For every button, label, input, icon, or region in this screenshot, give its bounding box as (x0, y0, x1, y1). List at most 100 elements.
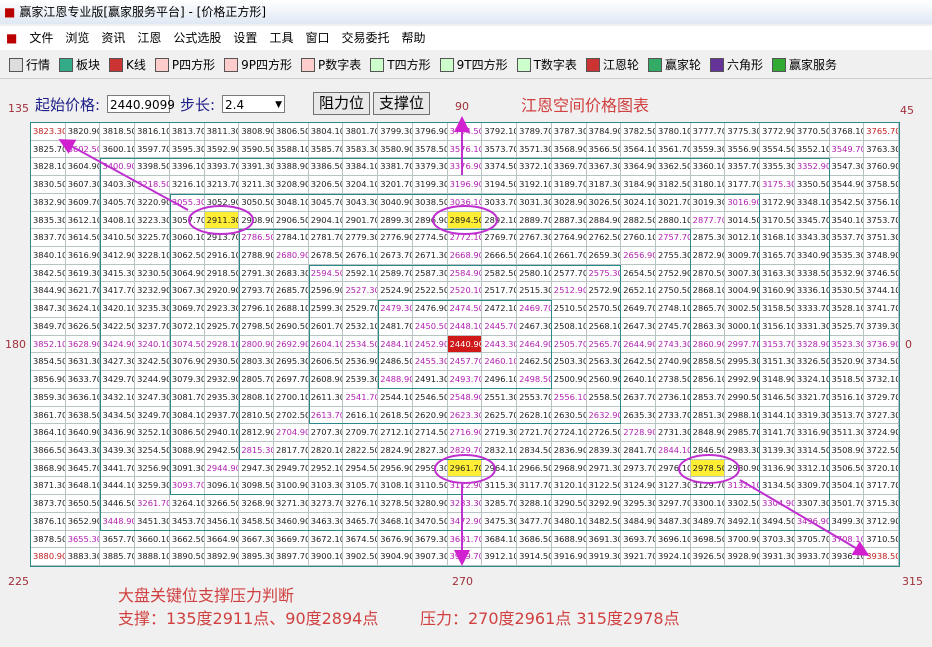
grid-cell: 3782.50 (621, 123, 656, 141)
toolbar-item[interactable]: P数字表 (301, 52, 361, 78)
grid-cell: 3751.30 (864, 229, 899, 248)
toolbar-item[interactable]: T四方形 (370, 52, 431, 78)
menu-item[interactable]: 交易委托 (341, 31, 390, 45)
toolbar-item[interactable]: 9T四方形 (439, 52, 508, 78)
grid-cell: 2589.70 (378, 264, 413, 283)
grid-cell: 3501.70 (829, 495, 865, 513)
grid-cell: 2769.70 (482, 229, 518, 248)
toolbar-icon (301, 58, 316, 72)
grid-cell: 3710.50 (864, 530, 899, 549)
grid-cell: 3813.70 (169, 123, 205, 141)
toolbar-item[interactable]: T数字表 (516, 52, 577, 78)
toolbar-item[interactable]: K线 (109, 52, 146, 78)
grid-cell: 3876.10 (31, 512, 66, 531)
toolbar-icon (9, 58, 23, 72)
toolbar-item[interactable]: 行情 (9, 52, 50, 78)
menu-item[interactable]: 浏览 (65, 31, 90, 45)
toolbar-label: 板块 (76, 58, 101, 72)
toolbar-item[interactable]: 9P四方形 (224, 52, 292, 78)
grid-cell: 2860.90 (690, 335, 726, 354)
resistance-button[interactable]: 阻力位 (313, 92, 370, 115)
grid-cell: 2856.10 (690, 371, 726, 389)
toolbar-icon (647, 58, 662, 72)
grid-cell: 3578.50 (412, 140, 448, 159)
grid-cell: 2920.90 (204, 282, 240, 301)
menu-item[interactable]: 公式选股 (173, 31, 222, 45)
grid-cell: 3297.70 (655, 495, 691, 513)
dropdown-arrow: ▼ (275, 100, 282, 110)
grid-cell: 3223.30 (135, 211, 170, 230)
start-input[interactable]: 2440.9099 (107, 95, 175, 113)
grid-cell: 3784.90 (586, 123, 622, 141)
toolbar-item[interactable]: P四方形 (154, 52, 215, 78)
grid-cell: 3535.30 (829, 247, 865, 265)
grid-cell: 2923.30 (204, 300, 240, 318)
grid-cell: 2637.70 (621, 388, 656, 407)
grid-cell: 3422.50 (100, 317, 136, 336)
menu-item[interactable]: 文件 (29, 31, 54, 45)
menu-item[interactable]: 资讯 (101, 31, 126, 45)
grid-cell: 3607.30 (65, 176, 101, 194)
grid-cell: 3770.50 (794, 123, 830, 141)
grid-cell: 3074.50 (169, 335, 205, 354)
grid-cell: 2532.10 (343, 317, 379, 336)
grid-cell: 3151.30 (760, 353, 795, 372)
grid-cell: 3559.30 (690, 140, 726, 159)
grid-cell: 3712.90 (864, 512, 899, 531)
grid-cell: 3180.10 (690, 176, 726, 194)
toolbar-item[interactable]: 江恩轮 (585, 52, 639, 78)
menu-item[interactable]: 工具 (269, 31, 294, 45)
grid-cell: 2764.90 (551, 229, 587, 248)
grid-cell: 3674.50 (343, 530, 379, 549)
support-button[interactable]: 支撑位 (373, 92, 430, 115)
menu-item[interactable]: 窗口 (305, 31, 330, 45)
grid-cell: 3892.90 (204, 548, 240, 566)
grid-cell: 2805.70 (239, 371, 275, 389)
toolbar-icon (59, 58, 74, 72)
grid-cell: 3516.10 (829, 388, 865, 407)
grid-cell: 2884.90 (586, 211, 622, 230)
toolbar-item[interactable]: 六角形 (709, 52, 763, 78)
grid-cell: 3655.30 (65, 530, 101, 549)
grid-cell: 2524.90 (378, 282, 413, 301)
grid-cell: 3038.50 (412, 193, 448, 212)
toolbar-item[interactable]: 赢家服务 (771, 52, 837, 78)
grid-cell: 3835.30 (31, 211, 66, 230)
note-support: 支撑：135度2911点、90度2894点 (118, 609, 379, 628)
grid-cell: 3907.30 (412, 548, 448, 566)
grid-cell: 3681.70 (447, 530, 483, 549)
grid-cell: 3211.30 (239, 176, 275, 194)
grid-cell: 3626.50 (65, 317, 101, 336)
grid-cell: 3043.30 (343, 193, 379, 212)
grid-cell: 3643.30 (65, 441, 101, 460)
menu-item[interactable]: 帮助 (401, 31, 426, 45)
toolbar-item[interactable]: 板块 (59, 52, 100, 78)
grid-cell: 2791.30 (239, 264, 275, 283)
grid-cell: 3158.50 (760, 300, 795, 318)
grid-cell: 2450.50 (412, 317, 448, 336)
grid-cell: 2868.10 (690, 282, 726, 301)
grid-cell: 3242.50 (135, 353, 170, 372)
grid-cell: 3439.30 (100, 441, 136, 460)
step-select[interactable]: 2.4 ▼ (222, 95, 285, 113)
grid-cell: 3664.90 (204, 530, 240, 549)
toolbar-label: K线 (126, 58, 146, 72)
grid-cell: 2474.50 (447, 300, 483, 318)
grid-cell: 3667.30 (239, 530, 275, 549)
arrow (739, 479, 870, 557)
grid-cell: 3631.30 (65, 353, 101, 372)
menu-item[interactable]: 江恩 (137, 31, 162, 45)
menu-item[interactable]: 设置 (233, 31, 258, 45)
grid-cell: 2968.90 (551, 459, 587, 478)
angle-label: 315 (902, 575, 923, 588)
grid-cell: 3537.70 (829, 229, 865, 248)
grid-cell: 3568.90 (551, 140, 587, 159)
toolbar-item[interactable]: 赢家轮 (647, 52, 701, 78)
grid-cell: 3189.70 (551, 176, 587, 194)
grid-cell: 3912.10 (482, 548, 518, 566)
grid-cell: 3024.10 (621, 193, 656, 212)
grid-cell: 3724.90 (864, 424, 899, 442)
toolbar-icon (370, 58, 385, 72)
grid-cell: 3175.30 (760, 176, 795, 194)
grid-cell: 3064.90 (169, 264, 205, 283)
